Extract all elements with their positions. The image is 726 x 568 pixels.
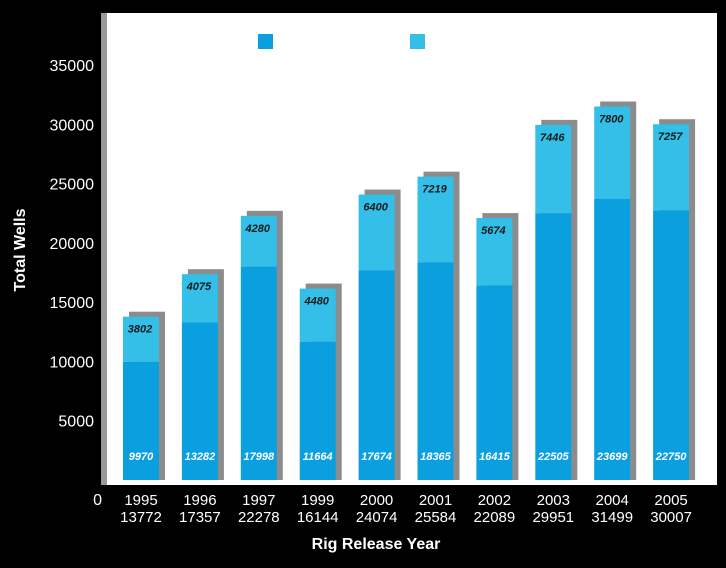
x-tick-total: 22089 <box>474 509 516 526</box>
x-tick-label: 1999 <box>301 492 334 509</box>
legend-swatch-dev <box>258 34 273 49</box>
data-label-exp: 7257 <box>658 131 683 143</box>
bar-exp <box>653 124 690 211</box>
chart-marks: 9970 3802 13282 4075 17998 4280 11664 4480 17674… <box>123 101 696 481</box>
y-tick-label: 30000 <box>50 117 95 134</box>
legend-swatch-exp <box>410 34 425 49</box>
bar-exp <box>299 288 336 342</box>
data-label-dev: 22505 <box>537 451 569 463</box>
x-tick-total: 31499 <box>591 509 633 526</box>
x-axis-title: Rig Release Year <box>312 536 441 553</box>
bar-exp <box>417 176 454 263</box>
y-tick-label: 35000 <box>50 58 95 75</box>
x-tick-label: 2004 <box>596 492 629 509</box>
data-label-exp: 5674 <box>481 225 505 237</box>
legend: Dev Exp <box>258 33 461 52</box>
x-tick-total: 29951 <box>532 509 574 526</box>
bar-dev <box>476 285 513 480</box>
bar-dev <box>123 361 159 480</box>
bar-dev <box>299 341 336 480</box>
x-tick-total: 25584 <box>415 509 457 526</box>
x-tick-label: 1995 <box>124 492 157 509</box>
bar-dev <box>358 270 395 480</box>
data-label-exp: 4075 <box>186 281 212 293</box>
data-label-exp: 7446 <box>540 132 565 144</box>
x-tick-label: 2002 <box>478 492 511 509</box>
x-tick-total: 13772 <box>120 509 162 526</box>
data-label-exp: 3802 <box>128 324 152 336</box>
x-tick-total: 22278 <box>238 509 280 526</box>
bar-exp <box>535 124 572 214</box>
y-tick-label: 25000 <box>50 177 95 194</box>
x-tick-label: 2005 <box>654 492 687 509</box>
bar-exp <box>123 316 159 362</box>
x-tick-label: 1997 <box>242 492 275 509</box>
y-axis-title: Total Wells <box>12 208 29 291</box>
data-label-dev: 23699 <box>596 451 628 463</box>
x-tick-label: 2000 <box>360 492 393 509</box>
x-tick-total: 24074 <box>356 509 398 526</box>
y-tick-label: 10000 <box>50 354 95 371</box>
legend-label-dev: Dev <box>280 33 311 52</box>
bar-dev <box>594 198 631 481</box>
data-label-dev: 22750 <box>655 451 687 463</box>
data-label-exp: 7800 <box>599 114 624 126</box>
bar-dev <box>181 322 218 480</box>
bar-exp <box>594 106 631 199</box>
x-tick-label: 2001 <box>419 492 452 509</box>
x-tick-total: 16144 <box>297 509 339 526</box>
legend-label-exp: Exp <box>432 33 461 52</box>
bar-dev <box>535 213 572 480</box>
data-label-dev: 9970 <box>129 451 154 463</box>
bar-dev <box>240 266 277 480</box>
y-tick-label: 20000 <box>50 236 95 253</box>
y-tick-label: 15000 <box>50 295 95 312</box>
data-label-exp: 4480 <box>303 296 329 308</box>
x-tick-label: 2003 <box>537 492 570 509</box>
y-tick-label: 0 <box>93 492 102 509</box>
data-label-dev: 13282 <box>185 451 216 463</box>
x-tick-label: 1996 <box>183 492 216 509</box>
bar-exp <box>476 218 513 286</box>
bar-exp <box>358 194 395 271</box>
data-label-exp: 7219 <box>422 184 447 196</box>
data-label-dev: 17998 <box>244 451 275 463</box>
bar-dev <box>417 262 454 480</box>
bar-dev <box>653 210 690 480</box>
data-label-dev: 17674 <box>361 451 392 463</box>
data-label-dev: 18365 <box>420 451 451 463</box>
data-label-dev: 16415 <box>479 451 510 463</box>
x-tick-total: 30007 <box>650 509 692 526</box>
data-label-exp: 6400 <box>363 202 388 214</box>
bar-exp <box>240 215 277 267</box>
data-label-exp: 4280 <box>245 223 271 235</box>
x-tick-total: 17357 <box>179 509 221 526</box>
bar-exp <box>181 274 218 323</box>
data-label-dev: 11664 <box>303 451 333 463</box>
y-tick-label: 5000 <box>58 414 94 431</box>
